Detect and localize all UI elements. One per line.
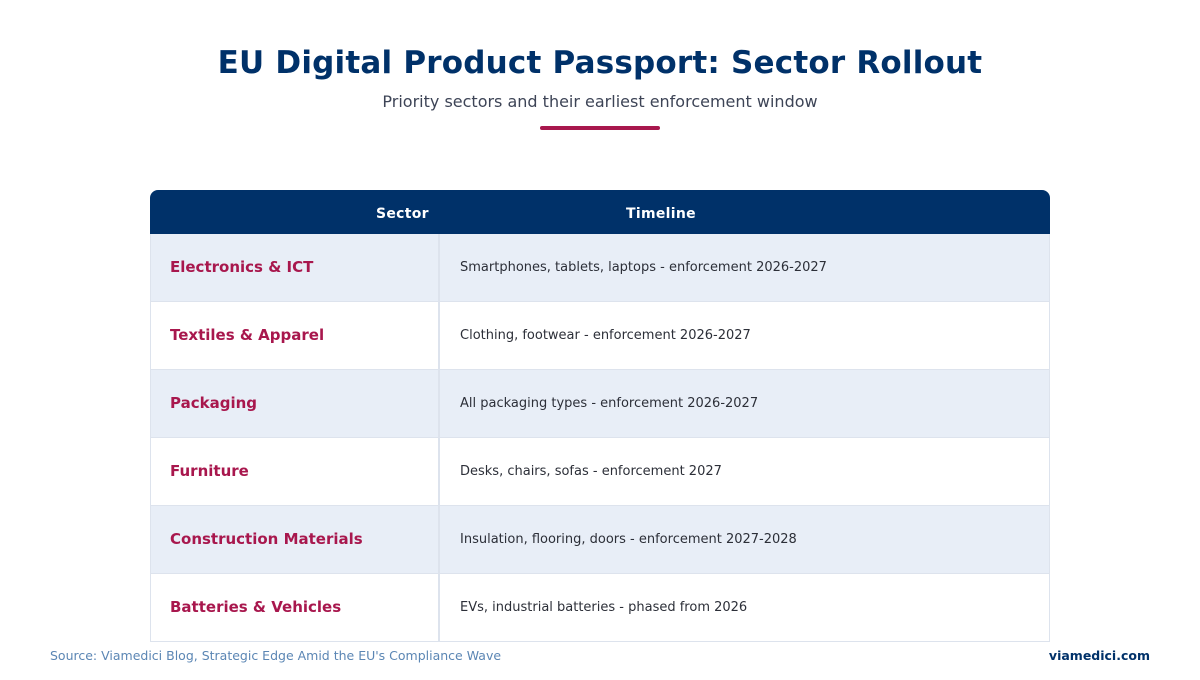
table-row: Furniture Desks, chairs, sofas - enforce… [150, 438, 1050, 506]
table-row: Batteries & Vehicles EVs, industrial bat… [150, 574, 1050, 642]
source-citation: Source: Viamedici Blog, Strategic Edge A… [50, 648, 502, 663]
column-header-sector: Sector [376, 206, 429, 222]
sector-cell: Textiles & Apparel [170, 326, 325, 344]
column-divider [438, 234, 440, 301]
sector-cell: Electronics & ICT [170, 258, 314, 276]
sector-table: Sector Timeline Electronics & ICT Smartp… [150, 190, 1050, 642]
timeline-cell: All packaging types - enforcement 2026-2… [460, 396, 759, 411]
title-accent-rule [540, 126, 660, 130]
timeline-cell: EVs, industrial batteries - phased from … [460, 600, 748, 615]
column-divider [438, 574, 440, 641]
column-divider [438, 302, 440, 369]
timeline-cell: Smartphones, tablets, laptops - enforcem… [460, 260, 827, 275]
column-divider [438, 506, 440, 573]
table-row: Construction Materials Insulation, floor… [150, 506, 1050, 574]
table-row: Electronics & ICT Smartphones, tablets, … [150, 234, 1050, 302]
column-divider [438, 438, 440, 505]
page-subtitle: Priority sectors and their earliest enfo… [382, 92, 818, 111]
brand-wordmark: viamedici.com [1048, 648, 1150, 663]
sector-cell: Furniture [170, 462, 249, 480]
timeline-cell: Insulation, flooring, doors - enforcemen… [460, 532, 797, 547]
table-row: Textiles & Apparel Clothing, footwear - … [150, 302, 1050, 370]
sector-cell: Packaging [170, 394, 257, 412]
timeline-cell: Desks, chairs, sofas - enforcement 2027 [460, 464, 722, 479]
column-divider [438, 370, 440, 437]
table-header: Sector Timeline [150, 190, 1050, 234]
page-title: EU Digital Product Passport: Sector Roll… [217, 45, 983, 81]
sector-cell: Construction Materials [170, 530, 363, 548]
sector-cell: Batteries & Vehicles [170, 598, 342, 616]
column-header-timeline: Timeline [626, 206, 696, 222]
timeline-cell: Clothing, footwear - enforcement 2026-20… [460, 328, 751, 343]
table-row: Packaging All packaging types - enforcem… [150, 370, 1050, 438]
